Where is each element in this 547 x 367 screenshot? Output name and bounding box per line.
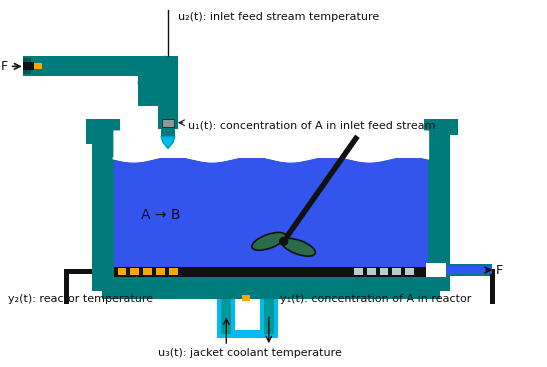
Bar: [242, 295, 250, 301]
Ellipse shape: [252, 232, 286, 250]
Bar: [161, 127, 175, 137]
Bar: [138, 57, 168, 106]
Bar: [102, 291, 440, 299]
Text: A → B: A → B: [141, 208, 181, 222]
Bar: [34, 63, 43, 69]
Text: u₁(t): concentration of A in inlet feed stream: u₁(t): concentration of A in inlet feed …: [188, 121, 435, 131]
Bar: [118, 268, 126, 275]
Bar: [217, 297, 235, 338]
Bar: [156, 268, 165, 275]
Bar: [380, 268, 388, 275]
Bar: [22, 62, 34, 70]
Ellipse shape: [282, 238, 315, 256]
Text: u₃(t): jacket coolant temperature: u₃(t): jacket coolant temperature: [158, 348, 342, 358]
Bar: [158, 57, 178, 84]
Bar: [392, 268, 401, 275]
Bar: [256, 291, 282, 299]
Bar: [468, 269, 495, 274]
Bar: [354, 268, 363, 275]
Bar: [114, 131, 428, 158]
Bar: [424, 119, 434, 145]
Bar: [143, 268, 152, 275]
Bar: [428, 264, 492, 276]
Bar: [217, 330, 278, 338]
Text: y₁(t): concentration of A in reactor: y₁(t): concentration of A in reactor: [280, 294, 471, 304]
Bar: [92, 273, 450, 291]
Polygon shape: [161, 137, 175, 148]
Bar: [114, 267, 428, 277]
Text: F: F: [496, 264, 503, 276]
Bar: [264, 297, 274, 334]
Bar: [22, 58, 31, 74]
Bar: [426, 263, 446, 277]
Bar: [86, 119, 119, 135]
Text: F: F: [1, 60, 8, 73]
Bar: [64, 269, 69, 304]
Bar: [424, 119, 458, 135]
Bar: [162, 119, 174, 127]
Bar: [440, 119, 450, 145]
Bar: [86, 119, 96, 145]
Bar: [22, 57, 169, 76]
Bar: [428, 131, 450, 291]
Ellipse shape: [280, 237, 288, 245]
Bar: [213, 291, 239, 299]
Bar: [260, 297, 278, 338]
Bar: [169, 268, 178, 275]
Bar: [428, 266, 492, 274]
Text: u₂(t): inlet feed stream temperature: u₂(t): inlet feed stream temperature: [178, 12, 379, 22]
Bar: [130, 268, 139, 275]
Bar: [405, 268, 414, 275]
Bar: [490, 269, 495, 304]
Bar: [158, 84, 178, 128]
Bar: [102, 273, 440, 293]
Bar: [222, 297, 231, 334]
Text: y₂(t): reactor temperature: y₂(t): reactor temperature: [8, 294, 153, 304]
Bar: [114, 131, 428, 273]
Polygon shape: [138, 57, 166, 84]
Bar: [366, 268, 376, 275]
Bar: [64, 269, 92, 274]
Bar: [109, 119, 119, 145]
Bar: [92, 131, 114, 291]
